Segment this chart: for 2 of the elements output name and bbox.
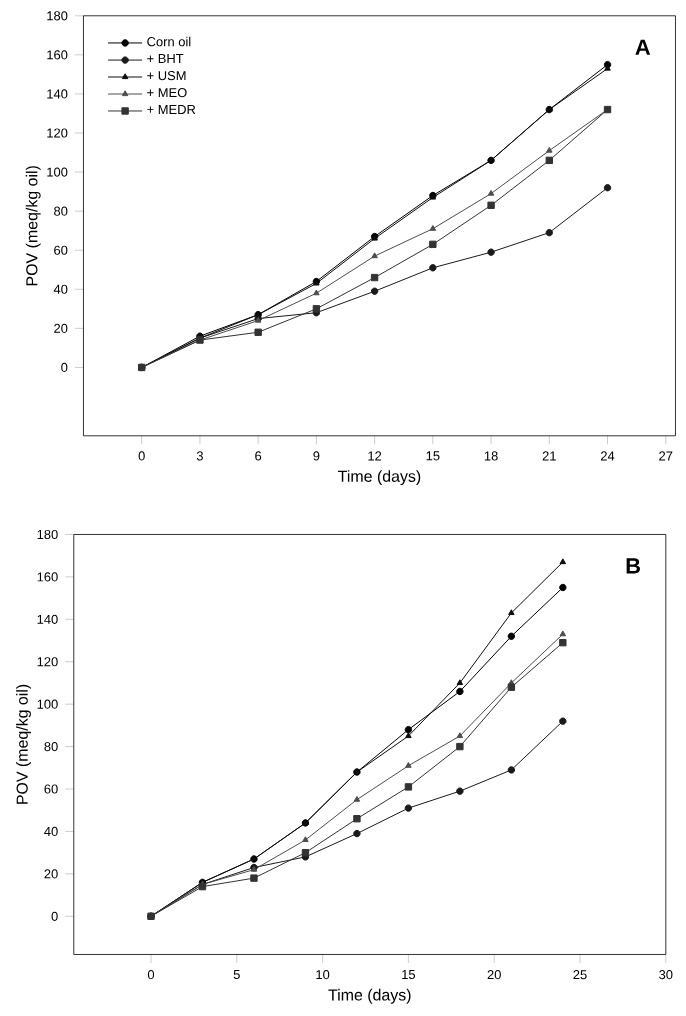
annotation: B [626,558,640,574]
annotation: A [635,39,651,55]
